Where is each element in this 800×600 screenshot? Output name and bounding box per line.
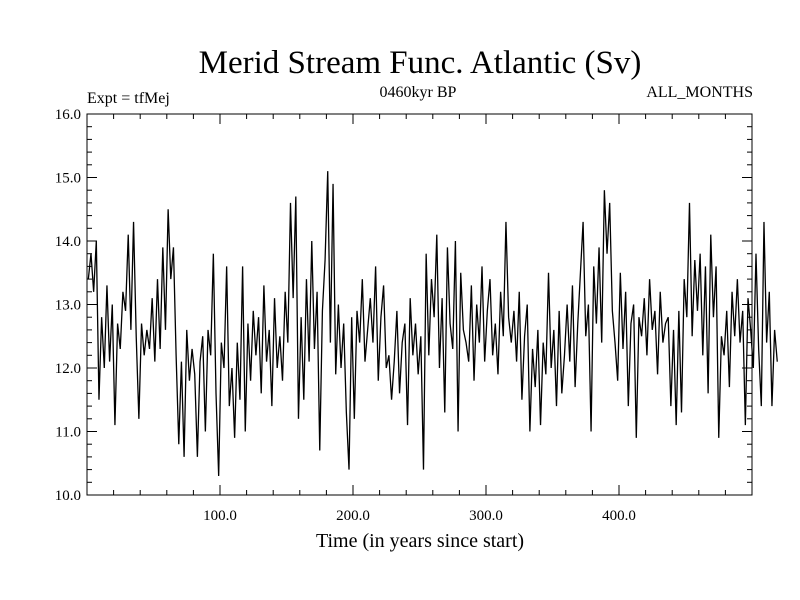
months-label: ALL_MONTHS xyxy=(646,84,753,101)
y-tick-label: 15.0 xyxy=(55,171,81,187)
y-tick-label: 13.0 xyxy=(55,298,81,314)
x-tick-label: 300.0 xyxy=(469,508,503,524)
x-axis: 100.0 200.0 300.0 400.0 xyxy=(113,114,726,524)
experiment-label: Expt = tfMej xyxy=(87,90,170,107)
period-label: 0460kyr BP xyxy=(380,84,457,101)
x-axis-label: Time (in years since start) xyxy=(316,530,524,552)
y-tick-label: 16.0 xyxy=(55,107,81,123)
plot-frame xyxy=(86,113,753,496)
x-tick-label: 400.0 xyxy=(602,508,636,524)
y-tick-label: 14.0 xyxy=(55,234,81,250)
series-line-1 xyxy=(87,171,778,476)
y-axis: 10.0 11.0 12.0 13.0 14.0 15.0 16.0 xyxy=(55,107,752,504)
chart-title: Merid Stream Func. Atlantic (Sv) xyxy=(199,45,642,81)
x-tick-label: 200.0 xyxy=(336,508,370,524)
series-layer xyxy=(87,171,778,476)
y-tick-label: 11.0 xyxy=(55,425,81,441)
y-tick-label: 10.0 xyxy=(55,488,81,504)
x-tick-label: 100.0 xyxy=(203,508,237,524)
y-tick-label: 12.0 xyxy=(55,361,81,377)
